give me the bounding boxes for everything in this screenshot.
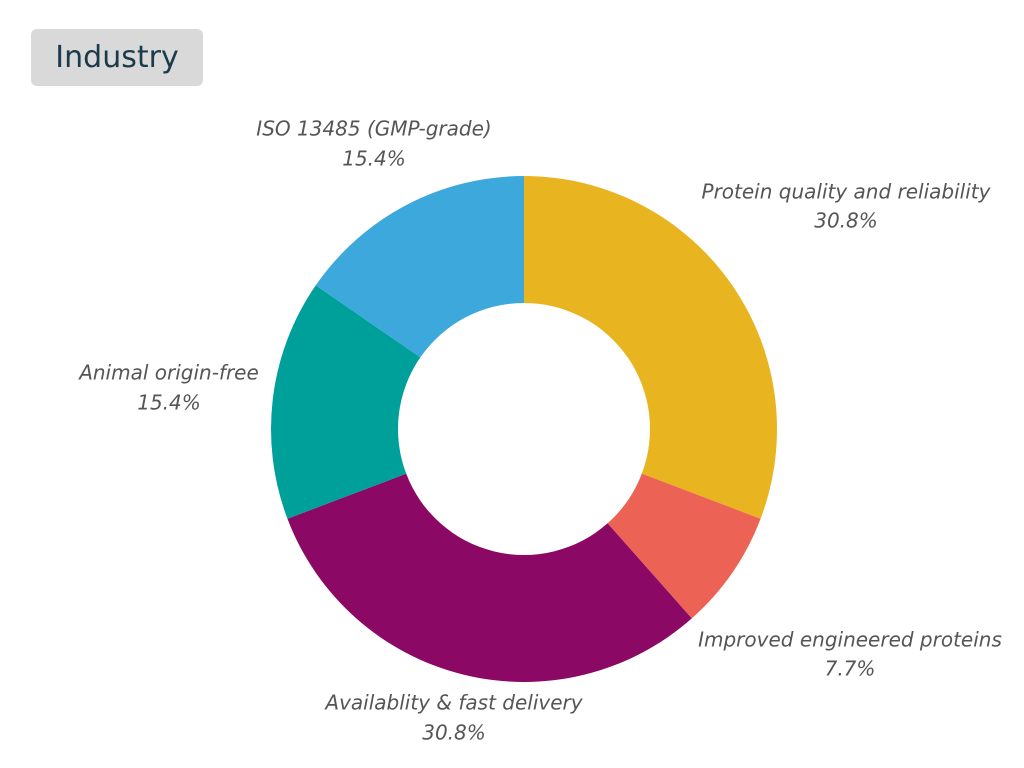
slice-iso-13485-gmp-grade	[315, 176, 524, 358]
slice-protein-quality-and-reliability	[524, 176, 777, 519]
slice-percent-label: 15.4%	[342, 147, 406, 171]
chart-title: Industry	[31, 29, 203, 86]
labels-group: Protein quality and reliability 30.8% Impr…	[77, 117, 1002, 745]
slice-label: Animal origin-free	[77, 361, 259, 385]
slice-label: Improved engineered proteins	[698, 628, 1002, 652]
slice-percent-label: 30.8%	[422, 721, 486, 745]
slices-group	[271, 176, 777, 682]
slice-label: Protein quality and reliability	[702, 180, 992, 204]
slice-percent-label: 15.4%	[137, 391, 201, 415]
slice-animal-origin-free	[271, 285, 421, 519]
slice-label: Availablity & fast delivery	[323, 691, 583, 715]
slice-availablity-fast-delivery	[287, 473, 692, 682]
slice-label: ISO 13485 (GMP-grade)	[256, 117, 491, 141]
slice-percent-label: 30.8%	[814, 209, 878, 233]
slice-percent-label: 7.7%	[825, 657, 876, 681]
slice-improved-engineered-proteins	[607, 473, 761, 619]
